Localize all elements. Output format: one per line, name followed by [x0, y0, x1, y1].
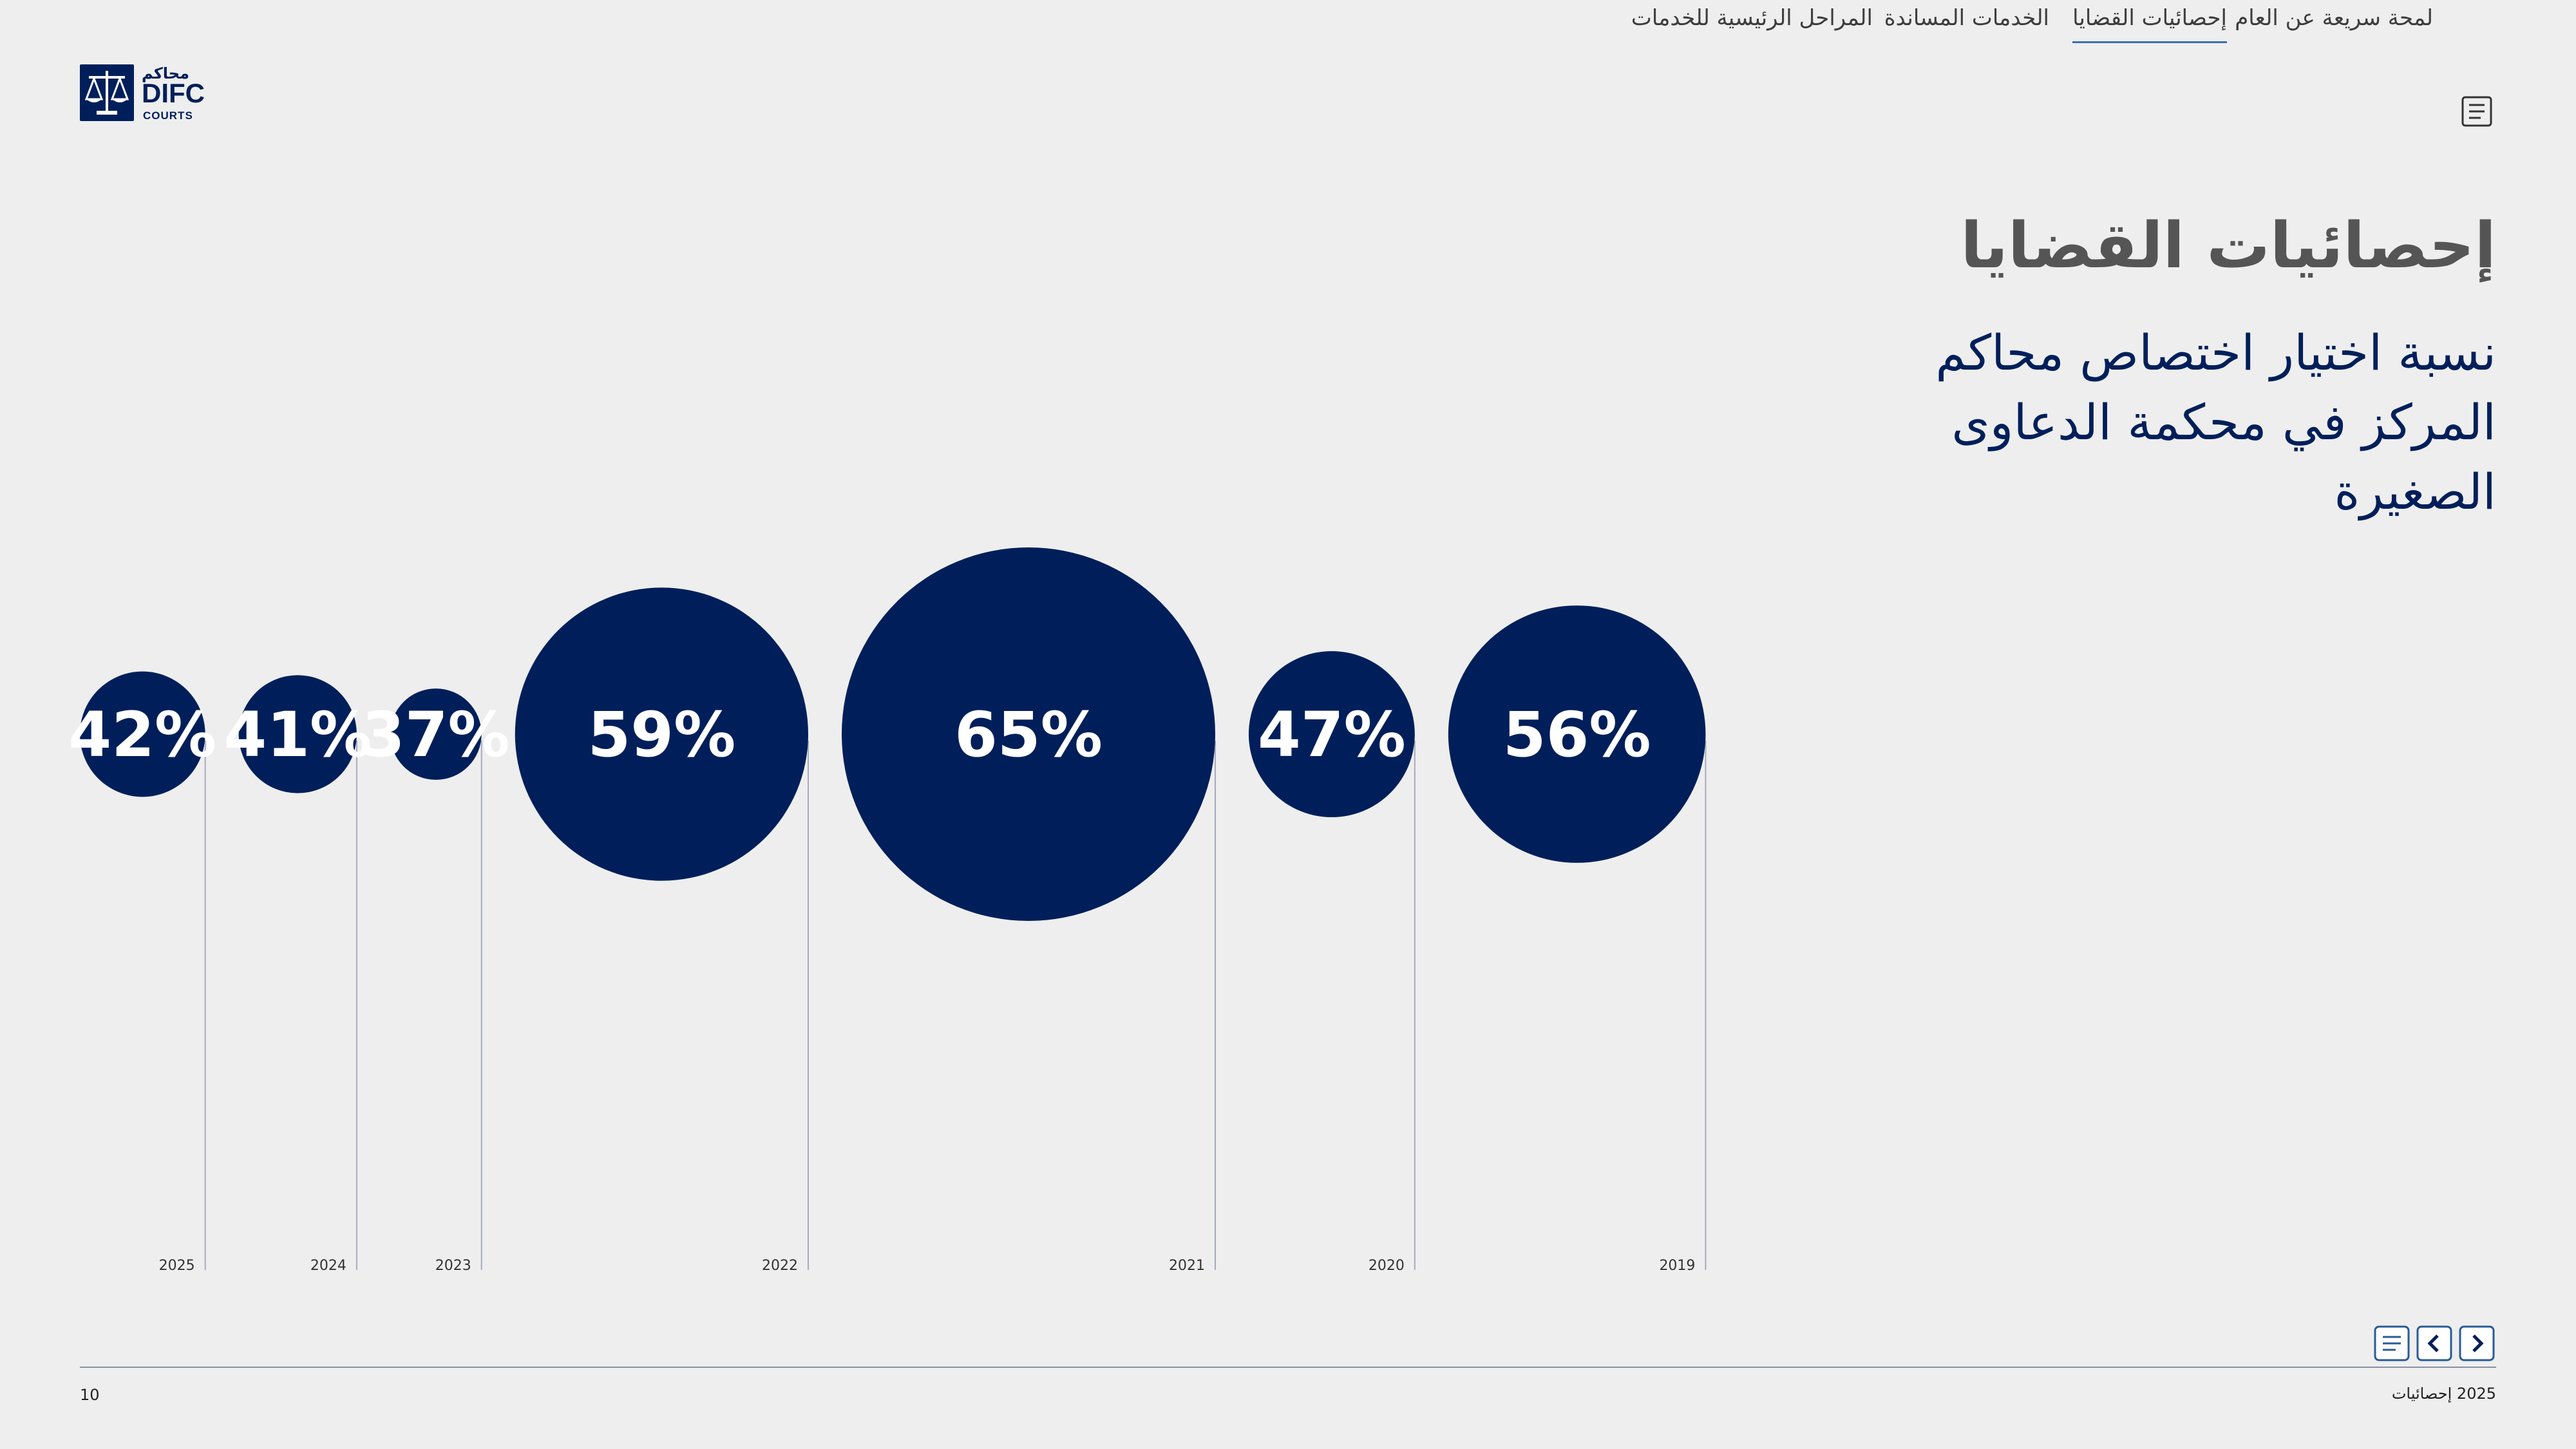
- scales-of-justice-icon: [80, 64, 134, 121]
- chevron-right-icon[interactable]: [2459, 1325, 2495, 1361]
- bubble-value-label: 41%: [223, 699, 372, 771]
- bubble-2019: [1448, 605, 1706, 863]
- year-tick-label: 2024: [310, 1258, 346, 1274]
- nav-item-support-services[interactable]: الخدمات المساندة: [1884, 5, 2049, 31]
- bubble-2021: [841, 547, 1215, 921]
- chevron-left-icon[interactable]: [2416, 1325, 2452, 1361]
- year-tick-label: 2025: [159, 1258, 195, 1274]
- bubble-value-label: 59%: [587, 699, 735, 771]
- year-tick-label: 2022: [762, 1258, 798, 1274]
- bubble-2024: [238, 675, 357, 793]
- bubble-value-label: 65%: [954, 699, 1103, 771]
- logo-difc-text: DIFC: [142, 78, 205, 108]
- nav-item-case-statistics[interactable]: إحصائيات القضايا: [2072, 0, 2227, 43]
- bubble-value-label: 42%: [68, 699, 216, 771]
- logo-arabic-text: محاكم: [142, 64, 189, 82]
- footer-divider: [80, 1367, 2496, 1368]
- bubble-2025: [79, 671, 205, 797]
- bubble-value-label: 56%: [1503, 699, 1651, 771]
- year-tick-label: 2020: [1368, 1258, 1405, 1274]
- nav-item-service-milestones[interactable]: المراحل الرئيسية للخدمات: [1631, 5, 1873, 31]
- bubble-value-label: 47%: [1258, 699, 1406, 771]
- bubble-2020: [1248, 651, 1415, 817]
- difc-courts-logo[interactable]: محاكم DIFC COURTS: [80, 64, 209, 122]
- bubble-2022: [515, 587, 808, 881]
- footer-label: 2025 إحصائيات: [2391, 1385, 2496, 1403]
- page-title: إحصائيات القضايا: [1960, 209, 2496, 283]
- year-tick-label: 2021: [1169, 1258, 1205, 1274]
- logo-courts-text: COURTS: [143, 109, 193, 122]
- year-tick-label: 2023: [435, 1258, 471, 1274]
- nav-item-year-overview[interactable]: لمحة سريعة عن العام: [2235, 5, 2433, 31]
- bubble-2023: [390, 688, 482, 780]
- list-menu-icon[interactable]: [2374, 1325, 2410, 1361]
- page-subtitle: نسبة اختيار اختصاص محاكم المركز في محكمة…: [1935, 324, 2496, 520]
- year-tick-label: 2019: [1659, 1258, 1695, 1274]
- list-menu-icon[interactable]: [2461, 96, 2492, 127]
- page-number: 10: [80, 1386, 100, 1404]
- bubble-value-label: 37%: [362, 699, 510, 771]
